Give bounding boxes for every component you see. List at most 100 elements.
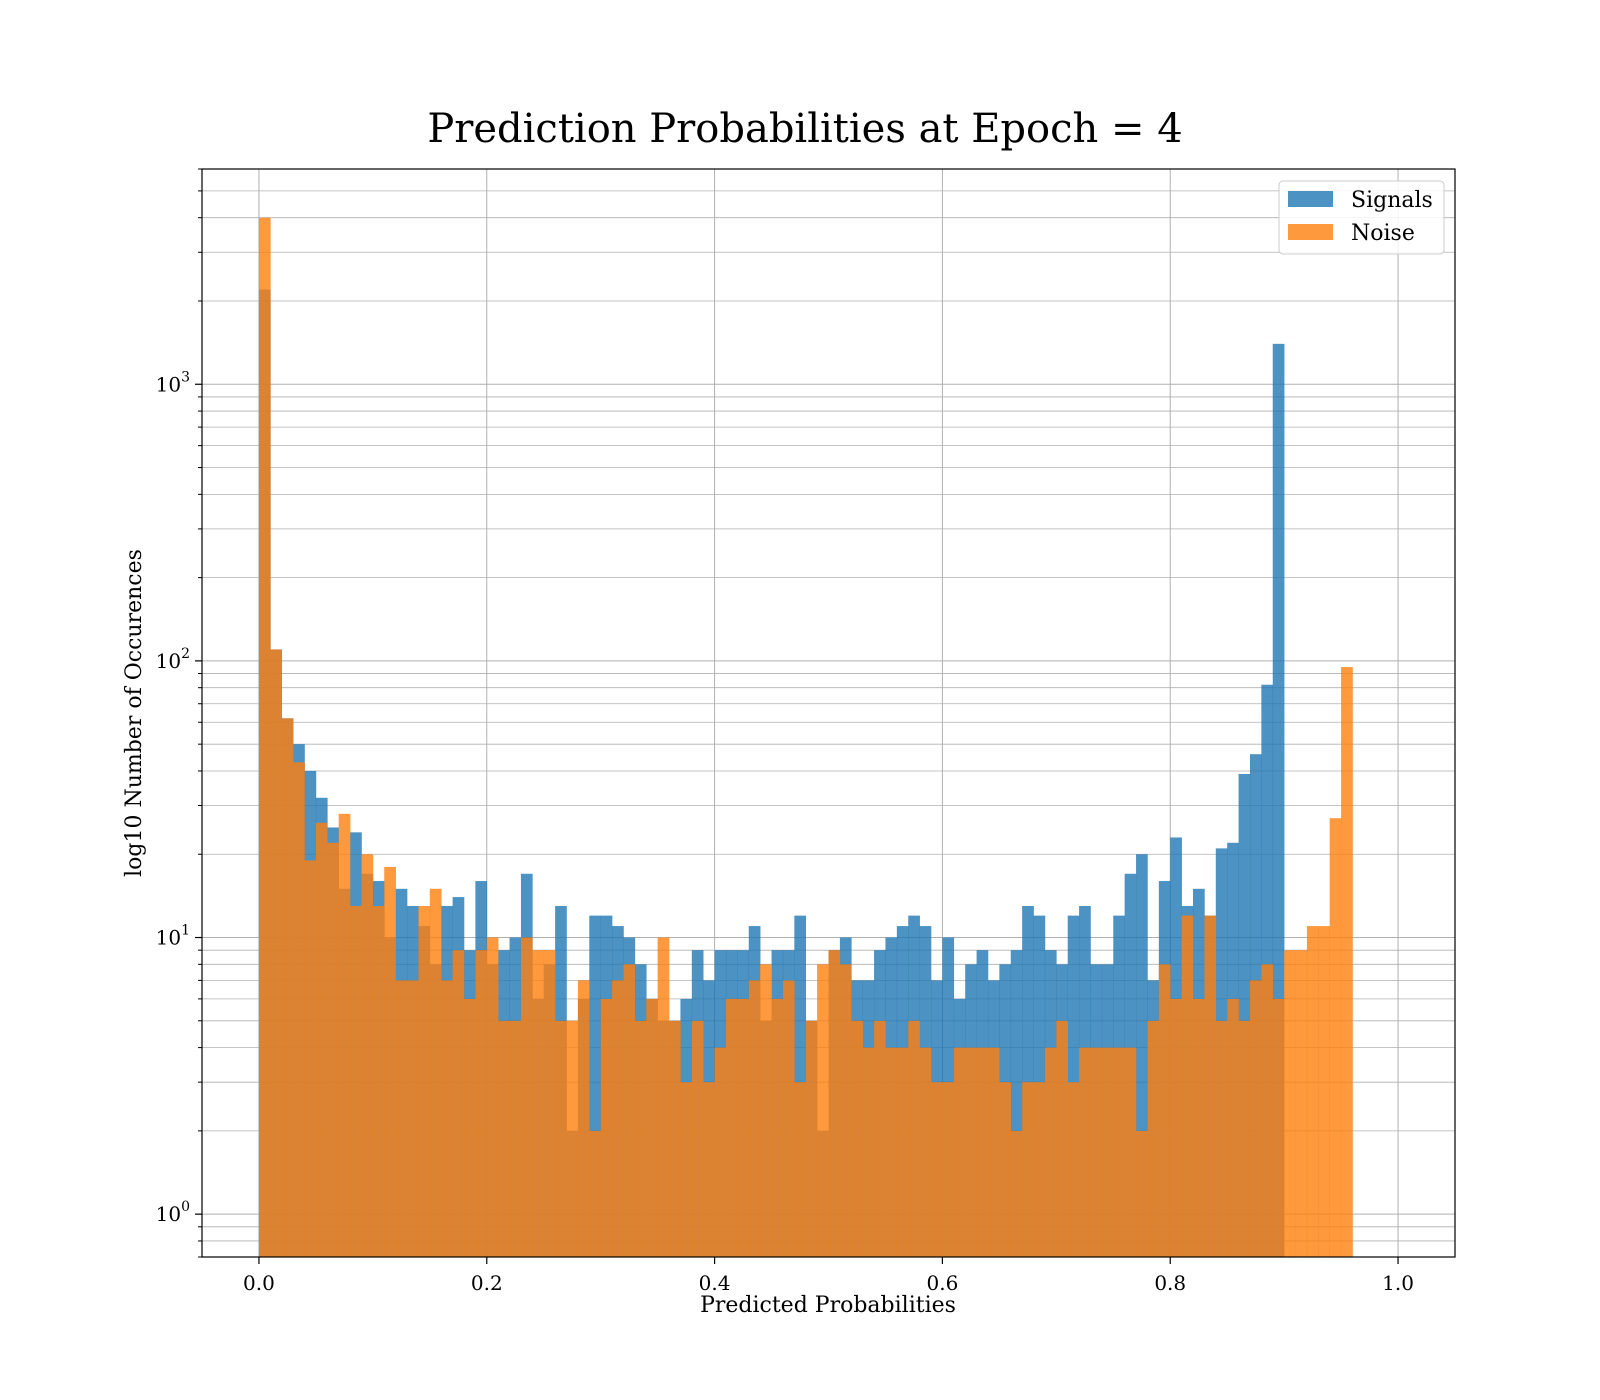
bar-noise [828, 950, 841, 1257]
bar-noise [372, 905, 385, 1257]
bar-noise [942, 1082, 955, 1257]
bar-noise [1113, 1047, 1125, 1257]
bar-noise [1295, 950, 1308, 1257]
legend-swatch-signals [1288, 191, 1333, 207]
bar-noise [1044, 1047, 1057, 1257]
bar-noise [270, 649, 283, 1257]
bar-noise [748, 980, 761, 1257]
bar-noise [589, 1130, 601, 1257]
bar-noise [1227, 998, 1239, 1257]
series-noise-bars [258, 217, 1353, 1257]
bar-noise [931, 1082, 943, 1257]
bar-noise [315, 822, 328, 1257]
legend-swatch-noise [1288, 224, 1333, 240]
bar-noise [771, 998, 784, 1257]
bar-noise [509, 1020, 522, 1257]
histogram-bars [258, 217, 1353, 1257]
bar-noise [281, 718, 294, 1257]
bar-noise [1022, 1082, 1034, 1257]
bar-noise [1329, 818, 1342, 1257]
bar-noise [1124, 1047, 1137, 1257]
bar-signals [1022, 905, 1034, 1257]
bar-noise [452, 950, 465, 1257]
bar-noise [1306, 926, 1319, 1257]
bar-noise [1272, 998, 1285, 1257]
bar-noise [703, 1082, 715, 1257]
bar-noise [885, 1047, 898, 1257]
bar-signals [589, 915, 601, 1257]
bar-noise [1136, 1130, 1148, 1257]
bar-signals [1272, 343, 1285, 1257]
y-tick-label: 100 [156, 1199, 190, 1226]
bar-noise [498, 1020, 510, 1257]
bar-signals [1238, 774, 1251, 1257]
x-tick-label: 0.0 [243, 1271, 275, 1295]
bar-noise [1284, 950, 1296, 1257]
bar-noise [634, 1020, 647, 1257]
y-axis-label: log10 Number of Occurences [122, 549, 147, 877]
y-axis-ticks: 100 101 102 103 [156, 168, 202, 1258]
bar-noise [862, 1047, 875, 1257]
x-axis-ticks: 0.0 0.2 0.4 0.6 0.8 1.0 [243, 1257, 1414, 1295]
bar-noise [1147, 1020, 1160, 1257]
bar-noise [338, 813, 351, 1257]
bar-noise [258, 217, 271, 1257]
bar-noise [851, 1020, 863, 1257]
bar-noise [293, 762, 305, 1257]
y-tick-label: 101 [156, 923, 190, 950]
bar-noise [1193, 998, 1205, 1257]
legend-label-signals: Signals [1351, 188, 1433, 213]
bar-noise [543, 950, 556, 1257]
bar-noise [1079, 1047, 1091, 1257]
chart-title: Prediction Probabilities at Epoch = 4 [427, 106, 1182, 152]
bar-noise [737, 998, 750, 1257]
bar-noise [475, 950, 488, 1257]
y-tick-label: 102 [156, 646, 190, 673]
bar-noise [782, 980, 795, 1257]
bar-noise [384, 866, 396, 1257]
bar-noise [714, 1047, 727, 1257]
bar-noise [623, 964, 636, 1257]
bar-signals [1136, 854, 1148, 1257]
bar-noise [486, 937, 499, 1257]
y-tick-label: 103 [156, 369, 190, 396]
bar-noise [691, 1020, 704, 1257]
legend: Signals Noise [1278, 180, 1445, 255]
bar-noise [965, 1047, 977, 1257]
bar-noise [1181, 915, 1194, 1257]
bar-noise [1158, 964, 1171, 1257]
bar-noise [1101, 1047, 1114, 1257]
bar-noise [429, 888, 442, 1257]
plot-frame [201, 168, 1456, 1258]
bar-noise [463, 998, 476, 1257]
bar-noise [407, 980, 419, 1257]
bar-noise [1318, 926, 1330, 1257]
bar-noise [520, 937, 533, 1257]
bar-noise [361, 854, 374, 1257]
bar-noise [1204, 915, 1217, 1257]
bar-noise [395, 980, 408, 1257]
bar-noise [1261, 964, 1274, 1257]
bar-noise [1249, 980, 1262, 1257]
legend-label-noise: Noise [1351, 221, 1415, 246]
bar-noise [532, 950, 545, 1257]
bar-noise [304, 860, 317, 1257]
bar-noise [646, 998, 658, 1257]
x-tick-label: 0.6 [927, 1271, 959, 1295]
x-tick-label: 1.0 [1382, 1271, 1414, 1295]
x-axis-label: Predicted Probabilities [700, 1293, 956, 1318]
bar-noise [1067, 1082, 1080, 1257]
bar-signals [1010, 950, 1023, 1257]
bar-noise [760, 964, 772, 1257]
x-tick-label: 0.4 [699, 1271, 731, 1295]
bar-noise [350, 905, 362, 1257]
bar-noise [327, 842, 339, 1257]
bar-noise [555, 1020, 567, 1257]
bar-noise [725, 998, 738, 1257]
bar-noise [1010, 1130, 1023, 1257]
bar-noise [612, 980, 624, 1257]
bar-noise [987, 1047, 1000, 1257]
bar-noise [1238, 1020, 1251, 1257]
bar-noise [794, 1082, 807, 1257]
